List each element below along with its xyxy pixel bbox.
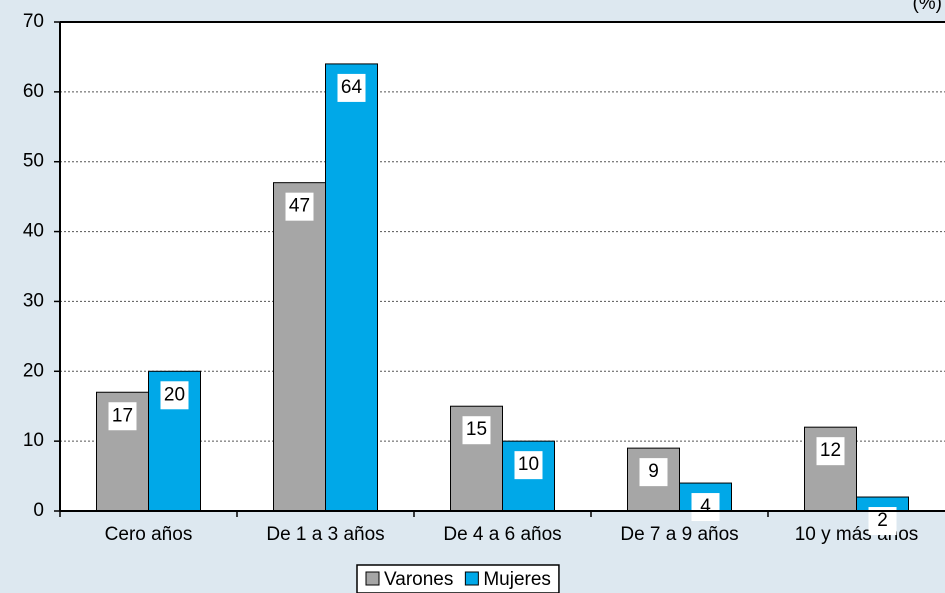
legend-label: Varones [384,569,453,590]
data-label-box [462,416,491,445]
x-tick-label: De 4 a 6 años [443,524,561,545]
x-tick-label: Cero años [105,524,193,545]
y-tick-label: 70 [23,11,44,32]
y-tick-label: 50 [23,151,44,172]
data-label: 47 [289,196,310,217]
data-label: 15 [466,419,487,440]
data-label-box [337,73,366,102]
x-tick-label: 10 y más años [795,524,919,545]
bar [273,182,326,512]
data-label: 4 [700,496,711,517]
data-label: 20 [164,384,185,405]
data-label-box [108,402,137,431]
y-tick-label: 60 [23,81,44,102]
y-tick-label: 30 [23,290,44,311]
y-tick-label: 10 [23,430,44,451]
data-label: 10 [518,454,539,475]
data-label: 9 [648,461,659,482]
bar [325,63,378,512]
data-label: 17 [112,405,133,426]
data-label-box [160,381,189,410]
y-tick-label: 40 [23,221,44,242]
y-tick-label: 0 [33,500,44,521]
data-label-box [639,458,668,487]
data-label: 2 [877,510,888,531]
data-label: 12 [820,440,841,461]
y-tick-label: 20 [23,360,44,381]
data-label-box [691,493,720,522]
data-label-box [816,437,845,466]
legend-label: Mujeres [483,569,551,590]
data-label-box [285,192,314,221]
legend [356,564,560,593]
data-label: 64 [341,77,363,98]
x-tick-label: De 1 a 3 años [266,524,384,545]
legend-swatch [365,571,380,586]
data-label-box [514,451,543,480]
legend-swatch [464,571,479,586]
unit-label: (%) [912,0,942,14]
x-tick-label: De 7 a 9 años [620,524,738,545]
